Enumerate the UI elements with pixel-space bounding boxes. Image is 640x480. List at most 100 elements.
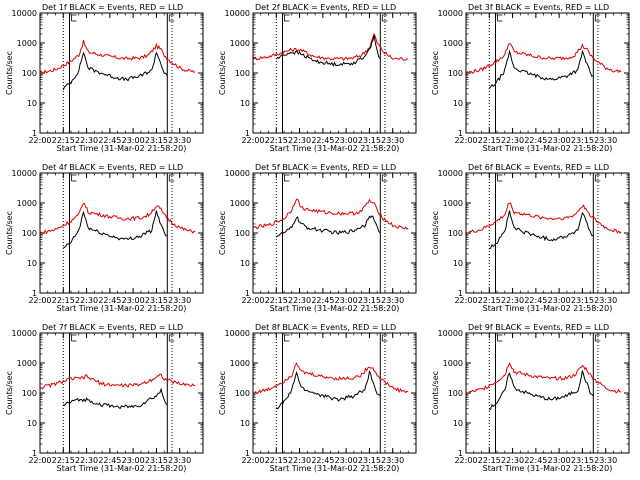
y-tick-label: 1 bbox=[245, 449, 250, 458]
x-tick-label: 22:15 bbox=[52, 456, 75, 465]
y-tick-label: 100 bbox=[448, 69, 463, 78]
panel-title: Det 2f BLACK = Events, RED = LLD bbox=[255, 3, 396, 12]
y-tick-label: 10000 bbox=[438, 169, 463, 178]
x-tick-label: 22:00 bbox=[241, 296, 264, 305]
x-axis-label: Start Time (31-Mar-02 21:58:20) bbox=[57, 464, 187, 473]
lld-series-line bbox=[466, 202, 622, 235]
x-tick-label: 23:00 bbox=[122, 136, 145, 145]
y-tick-label: 1 bbox=[245, 129, 250, 138]
panel-det-2: Det 2f BLACK = Events, RED = LLD 1 10 100 10… bbox=[218, 3, 417, 153]
interval-bracket bbox=[284, 14, 290, 22]
x-tick-label: 23:00 bbox=[335, 136, 358, 145]
y-tick-label: 1000 bbox=[17, 39, 37, 48]
lld-series-line bbox=[466, 361, 622, 395]
x-axis-label: Start Time (31-Mar-02 21:58:20) bbox=[57, 304, 187, 313]
x-tick-label: 22:00 bbox=[28, 296, 51, 305]
x-tick-label: 22:45 bbox=[311, 136, 334, 145]
plot-frame bbox=[39, 332, 204, 454]
x-tick-label: 23:15 bbox=[358, 296, 381, 305]
x-tick-label: 23:15 bbox=[145, 456, 168, 465]
y-tick-label: 10 bbox=[240, 259, 250, 268]
x-tick-label: 22:30 bbox=[75, 136, 98, 145]
x-tick-label: 22:45 bbox=[311, 456, 334, 465]
y-tick-label: 100 bbox=[22, 69, 37, 78]
y-tick-label: 10 bbox=[240, 99, 250, 108]
plot-frame bbox=[252, 332, 417, 454]
y-tick-label: 100 bbox=[235, 389, 250, 398]
x-tick-label: 22:15 bbox=[52, 136, 75, 145]
y-tick-label: 1 bbox=[458, 289, 463, 298]
y-tick-label: 10000 bbox=[12, 9, 37, 18]
interval-bracket bbox=[594, 334, 601, 342]
x-tick-label: 23:00 bbox=[122, 296, 145, 305]
y-axis-label: Counts/sec bbox=[5, 371, 14, 415]
lld-series-line bbox=[253, 32, 409, 62]
y-axis-label: Counts/sec bbox=[218, 211, 227, 255]
x-tick-label: 22:45 bbox=[524, 296, 547, 305]
y-axis-label: Counts/sec bbox=[431, 211, 440, 255]
events-series-line bbox=[488, 49, 594, 89]
panel-title: Det 8f BLACK = Events, RED = LLD bbox=[255, 323, 396, 332]
interval-bracket bbox=[497, 14, 503, 22]
x-tick-label: 23:00 bbox=[548, 456, 571, 465]
x-tick-label: 23:30 bbox=[168, 456, 191, 465]
events-series-line bbox=[275, 35, 381, 67]
y-tick-label: 1000 bbox=[17, 199, 37, 208]
x-tick-label: 22:15 bbox=[265, 136, 288, 145]
x-tick-label: 23:15 bbox=[358, 456, 381, 465]
panel-title: Det 7f BLACK = Events, RED = LLD bbox=[42, 323, 183, 332]
y-tick-label: 100 bbox=[235, 69, 250, 78]
y-tick-label: 1000 bbox=[443, 359, 463, 368]
y-tick-label: 1 bbox=[32, 449, 37, 458]
y-tick-label: 10000 bbox=[12, 169, 37, 178]
interval-bracket bbox=[381, 334, 388, 342]
interval-bracket bbox=[168, 14, 175, 22]
panel-det-3: Det 3f BLACK = Events, RED = LLD 1 10 100 10… bbox=[431, 3, 630, 153]
x-tick-label: 22:30 bbox=[75, 456, 98, 465]
panel-det-5: Det 5f BLACK = Events, RED = LLD 1 10 100 10… bbox=[218, 163, 417, 313]
x-tick-label: 22:45 bbox=[98, 296, 121, 305]
y-tick-label: 10000 bbox=[225, 169, 250, 178]
panel-det-7: Det 7f BLACK = Events, RED = LLD 1 10 100 10… bbox=[5, 323, 204, 473]
x-tick-label: 23:00 bbox=[335, 296, 358, 305]
y-axis-label: Counts/sec bbox=[5, 51, 14, 95]
x-tick-label: 22:30 bbox=[501, 136, 524, 145]
events-series-line bbox=[488, 210, 594, 250]
plot-frame bbox=[39, 12, 204, 134]
y-tick-label: 1000 bbox=[17, 359, 37, 368]
x-axis-label: Start Time (31-Mar-02 21:58:20) bbox=[483, 464, 613, 473]
events-series-line bbox=[63, 210, 168, 249]
x-tick-label: 23:30 bbox=[594, 136, 617, 145]
x-tick-label: 22:00 bbox=[454, 456, 477, 465]
x-tick-label: 23:30 bbox=[594, 296, 617, 305]
y-tick-label: 1000 bbox=[230, 199, 250, 208]
interval-bracket bbox=[497, 334, 503, 342]
plot-frame bbox=[465, 12, 630, 134]
plot-frame bbox=[39, 172, 204, 294]
x-tick-label: 23:30 bbox=[381, 456, 404, 465]
x-tick-label: 23:00 bbox=[335, 456, 358, 465]
x-tick-label: 22:00 bbox=[28, 456, 51, 465]
interval-bracket bbox=[71, 14, 77, 22]
interval-bracket bbox=[168, 334, 175, 342]
x-tick-label: 23:15 bbox=[571, 136, 594, 145]
x-tick-label: 22:00 bbox=[28, 136, 51, 145]
interval-bracket bbox=[594, 174, 601, 182]
lld-series-line bbox=[40, 373, 196, 390]
panel-det-6: Det 6f BLACK = Events, RED = LLD 1 10 100 10… bbox=[431, 163, 630, 313]
y-tick-label: 10 bbox=[27, 259, 37, 268]
panel-det-4: Det 4f BLACK = Events, RED = LLD 1 10 100 10… bbox=[5, 163, 204, 313]
x-tick-label: 22:00 bbox=[454, 296, 477, 305]
panel-det-1: Det 1f BLACK = Events, RED = LLD 1 10 100 10… bbox=[5, 3, 204, 153]
x-tick-label: 22:45 bbox=[98, 136, 121, 145]
y-tick-label: 1 bbox=[32, 289, 37, 298]
plot-frame bbox=[252, 172, 417, 294]
x-tick-label: 23:30 bbox=[381, 296, 404, 305]
interval-bracket bbox=[594, 14, 601, 22]
x-tick-label: 23:00 bbox=[122, 456, 145, 465]
panel-title: Det 9f BLACK = Events, RED = LLD bbox=[468, 323, 609, 332]
y-tick-label: 10000 bbox=[225, 329, 250, 338]
events-series-line bbox=[488, 370, 594, 411]
events-series-line bbox=[275, 369, 381, 410]
